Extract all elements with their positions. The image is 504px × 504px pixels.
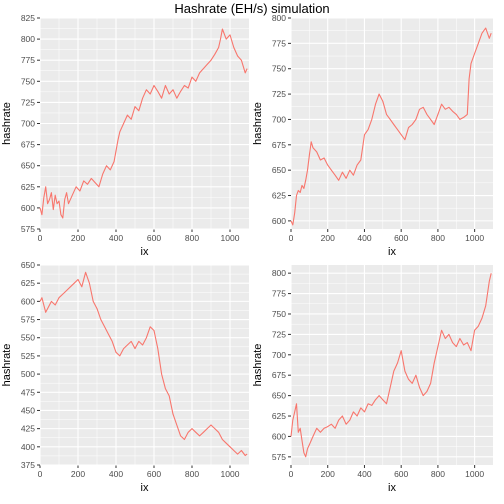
x-tick-label: 200 <box>71 469 85 479</box>
y-tick-label: 750 <box>272 64 286 74</box>
y-tick-label: 675 <box>21 140 35 150</box>
x-tick-label: 400 <box>109 469 123 479</box>
x-axis-title: ix <box>388 482 396 494</box>
y-tick-label: 725 <box>272 329 286 339</box>
y-tick-label: 775 <box>272 38 286 48</box>
y-tick-label: 500 <box>21 369 35 379</box>
x-tick-label: 600 <box>147 469 161 479</box>
y-tick-label: 600 <box>21 296 35 306</box>
series-line-1 <box>290 273 492 458</box>
x-tick-label: 400 <box>109 233 123 243</box>
y-tick-label: 800 <box>21 34 35 44</box>
x-axis-title: ix <box>141 246 149 258</box>
y-tick-label: 775 <box>272 289 286 299</box>
y-tick-label: 700 <box>272 114 286 124</box>
y-tick-label: 750 <box>272 309 286 319</box>
y-tick-label: 675 <box>272 370 286 380</box>
y-tick-label: 700 <box>21 119 35 129</box>
y-tick-label: 425 <box>21 424 35 434</box>
y-tick-label: 400 <box>21 442 35 452</box>
y-tick-label: 725 <box>272 89 286 99</box>
x-tick-label: 200 <box>321 469 335 479</box>
y-tick-label: 825 <box>21 13 35 23</box>
y-tick-label: 525 <box>21 351 35 361</box>
y-tick-label: 625 <box>21 182 35 192</box>
chart-panel-3: 0 200 400 600 800 1000 375 400 425 450 475 500 525 55… <box>1 260 249 494</box>
y-tick-label: 700 <box>272 350 286 360</box>
x-tick-label: 800 <box>185 469 199 479</box>
x-axis-title: ix <box>388 246 396 258</box>
y-tick-label: 450 <box>21 405 35 415</box>
y-tick-label: 625 <box>21 278 35 288</box>
y-axis-title: hashrate <box>1 102 13 145</box>
y-axis-title: hashrate <box>252 102 264 145</box>
panel-background <box>291 18 493 229</box>
y-tick-label: 675 <box>272 140 286 150</box>
y-tick-label: 775 <box>21 55 35 65</box>
x-tick-label: 600 <box>394 233 408 243</box>
x-tick-label: 1000 <box>221 233 240 243</box>
x-tick-label: 0 <box>38 469 43 479</box>
x-tick-label: 1000 <box>465 233 484 243</box>
y-axis-title: hashrate <box>1 344 13 387</box>
x-tick-label: 600 <box>147 233 161 243</box>
y-tick-label: 650 <box>272 165 286 175</box>
x-tick-label: 400 <box>357 469 371 479</box>
y-tick-label: 375 <box>21 460 35 470</box>
page-title: Hashrate (EH/s) simulation <box>174 1 330 16</box>
series-line-1 <box>290 27 492 226</box>
y-tick-label: 600 <box>272 216 286 226</box>
chart-panel-2: 0 200 400 600 800 1000 600 625 650 675 700 725 750 77… <box>252 13 493 258</box>
y-tick-label: 650 <box>21 260 35 270</box>
x-tick-label: 1000 <box>465 469 484 479</box>
series-line-1 <box>39 271 248 457</box>
y-tick-label: 800 <box>272 268 286 278</box>
x-tick-label: 600 <box>394 469 408 479</box>
x-tick-label: 400 <box>357 233 371 243</box>
x-tick-label: 1000 <box>221 469 240 479</box>
y-tick-label: 600 <box>272 431 286 441</box>
y-tick-label: 575 <box>272 452 286 462</box>
y-tick-label: 650 <box>21 161 35 171</box>
y-tick-label: 750 <box>21 76 35 86</box>
x-axis-title: ix <box>141 482 149 494</box>
y-tick-label: 600 <box>21 203 35 213</box>
x-tick-label: 800 <box>431 233 445 243</box>
y-tick-label: 625 <box>272 191 286 201</box>
y-tick-label: 625 <box>272 411 286 421</box>
x-tick-label: 0 <box>38 233 43 243</box>
y-axis-title: hashrate <box>252 344 264 387</box>
y-tick-label: 800 <box>272 13 286 23</box>
y-tick-label: 475 <box>21 387 35 397</box>
x-tick-label: 0 <box>289 469 294 479</box>
chart-panel-4: 0 200 400 600 800 1000 575 600 625 650 675 700 725 75… <box>252 265 493 494</box>
chart-panel-1: 0 200 400 600 800 1000 575 600 625 650 675 700 725 75… <box>1 13 249 258</box>
y-tick-label: 650 <box>272 391 286 401</box>
x-tick-label: 0 <box>289 233 294 243</box>
x-tick-label: 200 <box>321 233 335 243</box>
y-tick-label: 550 <box>21 333 35 343</box>
x-tick-label: 200 <box>71 233 85 243</box>
y-tick-label: 575 <box>21 315 35 325</box>
y-tick-label: 725 <box>21 97 35 107</box>
y-tick-label: 575 <box>21 224 35 234</box>
series-line-1 <box>39 28 248 219</box>
x-tick-label: 800 <box>185 233 199 243</box>
x-tick-label: 800 <box>431 469 445 479</box>
